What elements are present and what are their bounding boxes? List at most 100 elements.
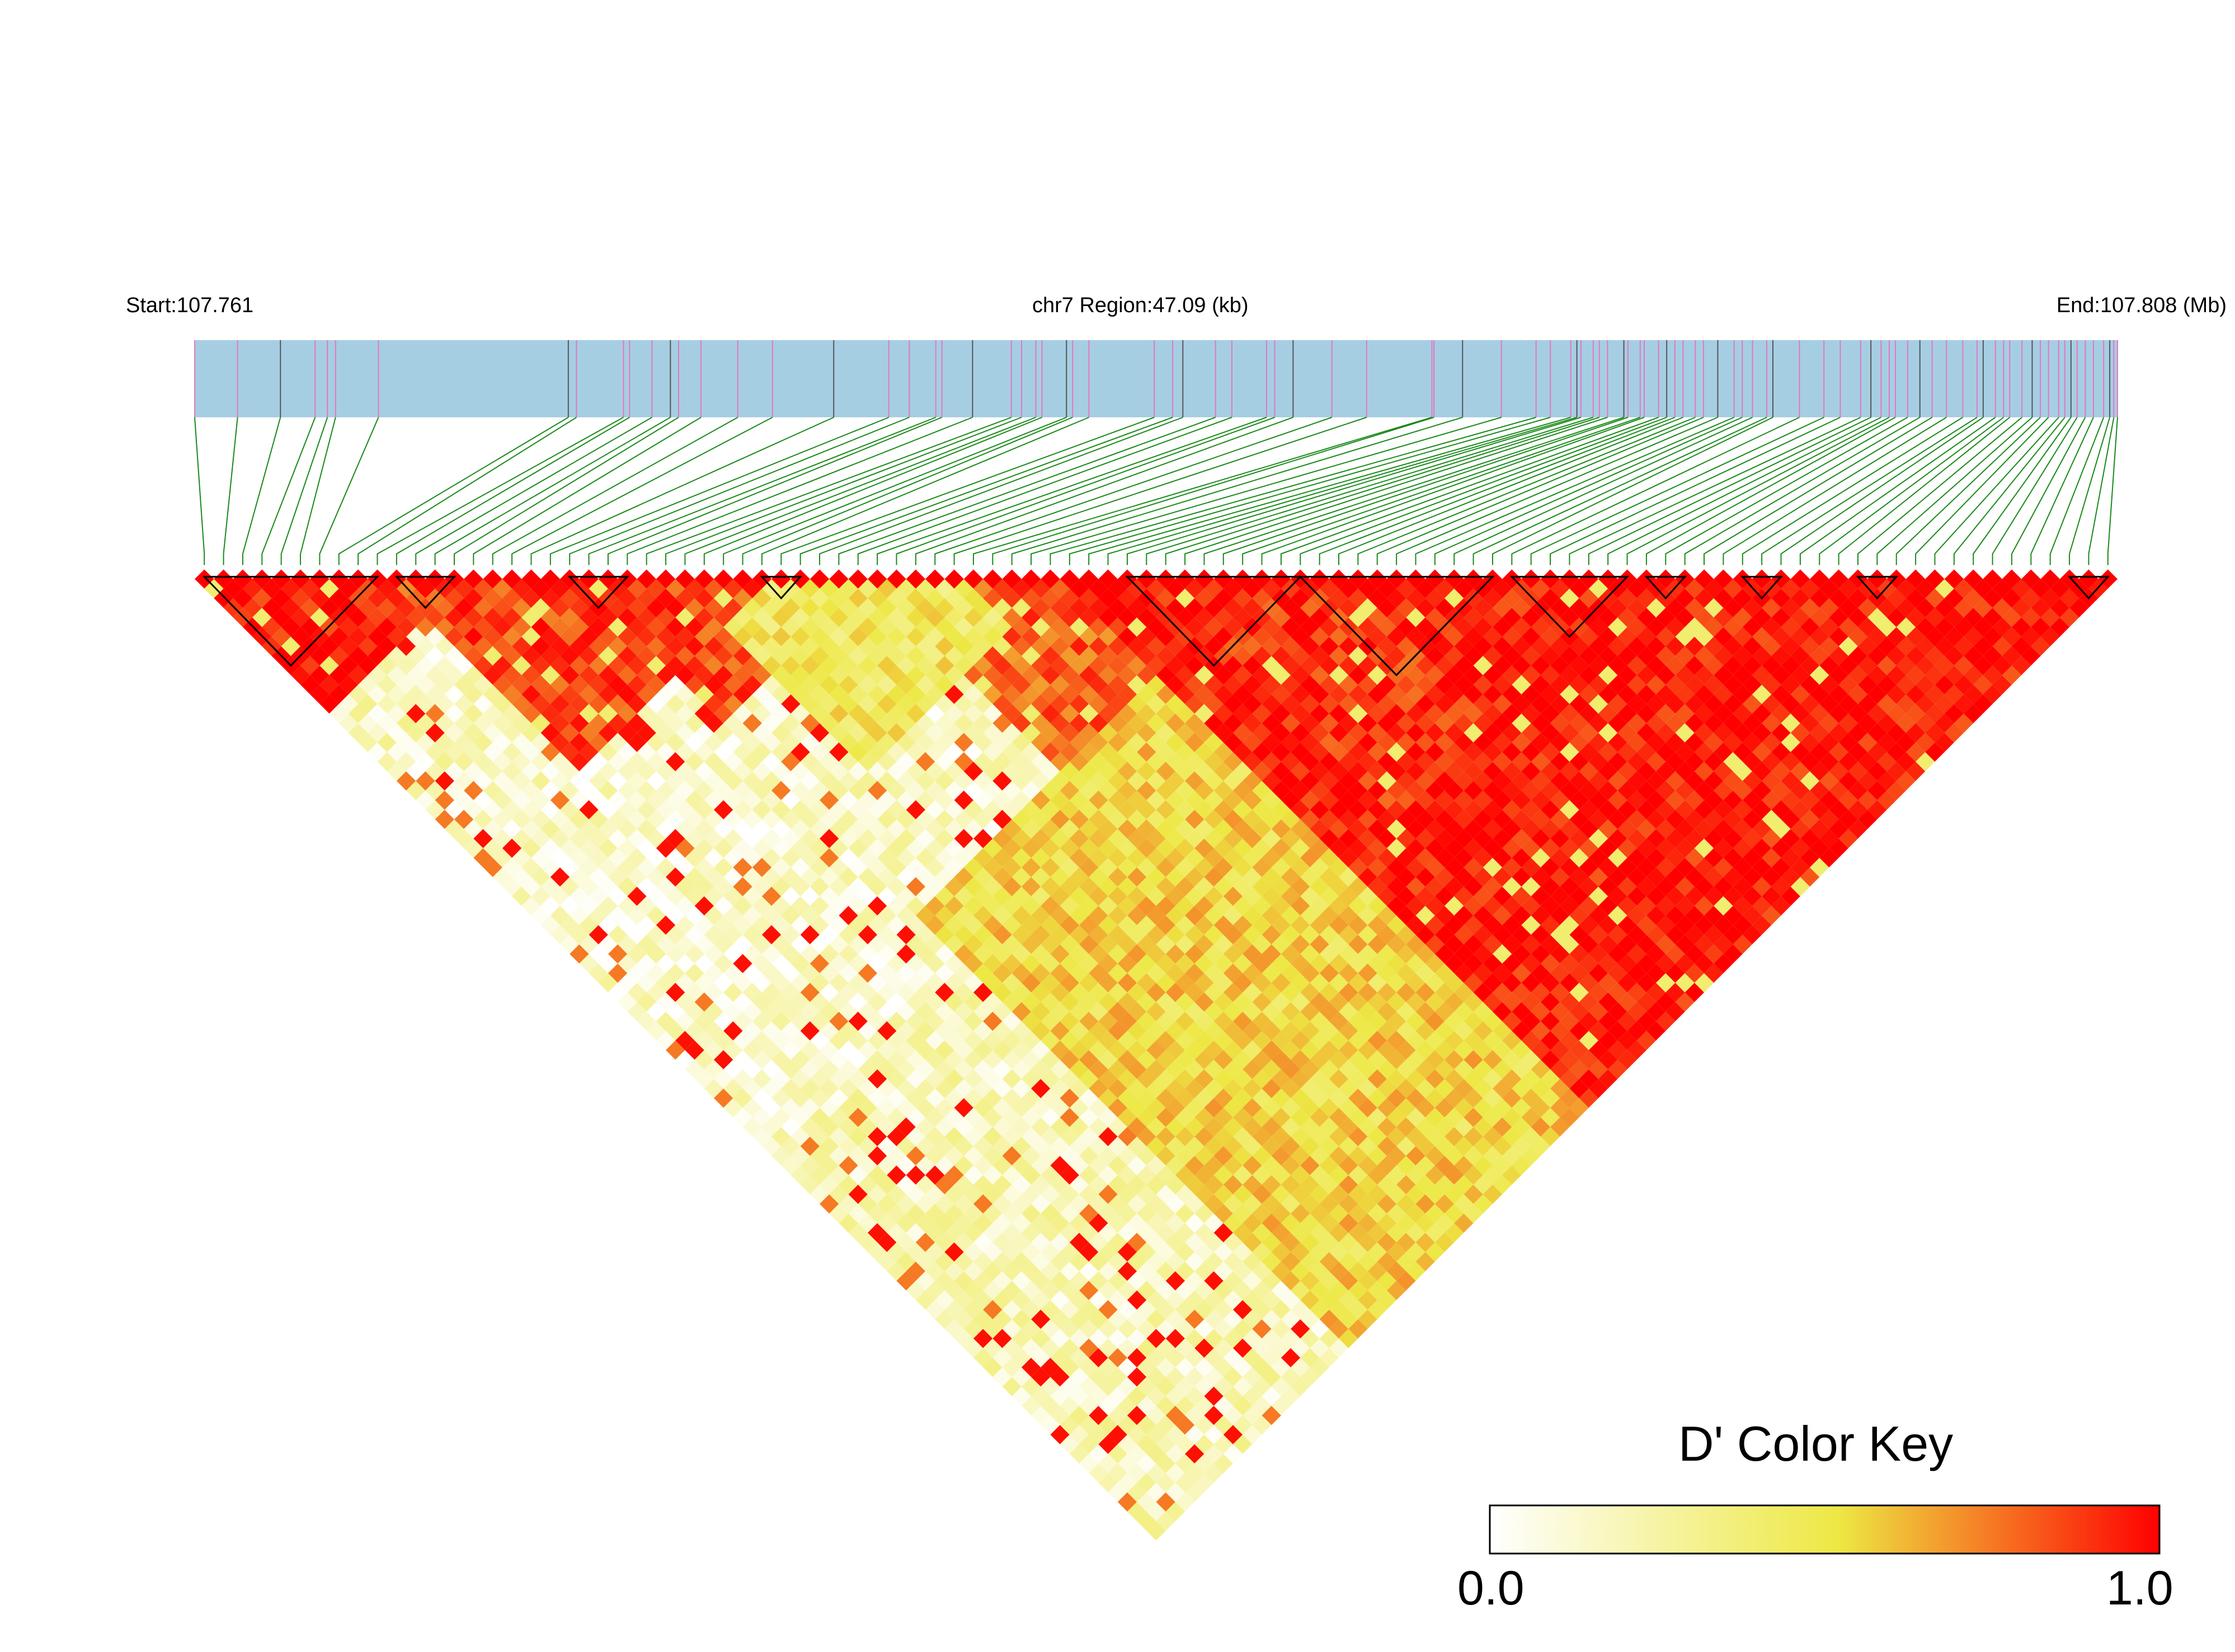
ld-cell — [954, 1271, 973, 1291]
ld-cell — [1319, 1348, 1339, 1368]
ld-cell — [589, 906, 608, 925]
ld-cell — [1165, 1213, 1185, 1233]
ld-cell — [1089, 1251, 1108, 1272]
ld-cell — [675, 838, 695, 858]
ld-cell — [791, 1030, 810, 1051]
ld-cell — [1031, 1271, 1051, 1291]
ld-cell — [752, 646, 772, 666]
ld-cell — [550, 752, 570, 771]
ld-cell — [492, 848, 512, 868]
ld-cell — [646, 982, 666, 1003]
ld-cell — [416, 752, 435, 771]
ld-cell — [416, 732, 435, 752]
ld-cell — [1127, 1425, 1147, 1444]
ld-cell — [1031, 906, 1051, 925]
ld-cell — [771, 704, 791, 723]
ld-cell — [1011, 944, 1032, 964]
ld-cell — [915, 790, 935, 810]
ld-cell — [464, 627, 483, 647]
ld-cell — [1127, 1405, 1147, 1425]
ld-cell — [1050, 1405, 1070, 1425]
ld-cell — [867, 1108, 887, 1127]
ld-cell — [570, 848, 589, 868]
ld-cell — [733, 877, 752, 897]
ld-cell — [531, 675, 550, 695]
ld-cell — [848, 742, 868, 762]
ld-cell — [992, 1175, 1012, 1194]
snp-connector — [1511, 417, 1800, 565]
snp-connector — [1088, 417, 1571, 565]
ld-cell — [368, 704, 387, 723]
snp-connector — [2107, 417, 2118, 565]
ld-cell — [973, 925, 993, 945]
snp-connector — [627, 417, 973, 565]
ld-cell — [973, 1213, 993, 1233]
ld-cell — [867, 723, 887, 743]
ld-cell — [387, 742, 407, 762]
ld-cell — [627, 637, 647, 656]
ld-cell — [473, 637, 493, 656]
ld-cell — [992, 1348, 1012, 1368]
ld-cell — [492, 713, 512, 733]
ld-cell — [1232, 1434, 1253, 1454]
ld-cell — [473, 598, 493, 618]
ld-cell — [1031, 1405, 1051, 1425]
ld-cell — [646, 906, 666, 925]
snp-connector — [1300, 417, 1667, 565]
ld-cell — [733, 934, 752, 954]
ld-cell — [1089, 1021, 1108, 1041]
ld-cell — [1108, 1213, 1127, 1233]
ld-cell — [694, 761, 714, 781]
ld-cell — [570, 771, 589, 791]
ld-cell — [867, 819, 887, 839]
ld-cell — [973, 1098, 993, 1118]
ld-cell — [887, 858, 906, 877]
ld-cell — [771, 1108, 791, 1127]
ld-cell — [992, 1329, 1012, 1348]
ld-cell — [1165, 1156, 1185, 1175]
ld-cell — [1011, 1175, 1032, 1194]
ld-cell — [521, 685, 541, 704]
ld-cell — [1243, 1251, 1262, 1272]
ld-cell — [935, 1117, 954, 1137]
snp-connector — [703, 417, 1042, 565]
ld-cell — [560, 685, 580, 704]
ld-cell — [1165, 1117, 1185, 1137]
ld-cell — [521, 608, 541, 627]
ld-cell — [1050, 1079, 1070, 1098]
ld-cell — [435, 713, 454, 733]
ld-cell — [973, 1060, 993, 1079]
ld-cell — [646, 656, 666, 675]
ld-cell — [1108, 1098, 1127, 1118]
ld-cell — [1031, 1386, 1051, 1406]
ld-cell — [1127, 1002, 1147, 1022]
ld-cell — [531, 867, 550, 887]
ld-cell — [867, 934, 887, 954]
snp-connector — [838, 417, 1216, 565]
ld-cell — [733, 761, 752, 781]
ld-cell — [887, 992, 906, 1012]
ld-cell — [810, 704, 830, 723]
region-track — [195, 340, 2118, 417]
ld-cell — [502, 780, 522, 801]
snp-connector — [1761, 417, 1978, 565]
snp-connector — [1011, 417, 1463, 565]
ld-cell — [502, 723, 522, 743]
ld-cell — [973, 1194, 993, 1214]
ld-cell — [829, 761, 849, 781]
ld-cell — [973, 1348, 993, 1368]
ld-cell — [521, 896, 541, 916]
ld-cell — [348, 646, 368, 666]
ld-cell — [1127, 1251, 1147, 1272]
ld-cell — [492, 579, 512, 599]
ld-cell — [570, 675, 589, 695]
ld-cell — [973, 1310, 993, 1329]
ld-cell — [1108, 1194, 1127, 1214]
ld-cell — [771, 627, 791, 647]
ld-cell — [589, 771, 608, 791]
ld-cell — [1243, 1348, 1262, 1368]
ld-cell — [1243, 1232, 1262, 1252]
ld-cell — [627, 944, 647, 964]
ld-cell — [810, 742, 830, 762]
ld-cell — [829, 1030, 849, 1051]
